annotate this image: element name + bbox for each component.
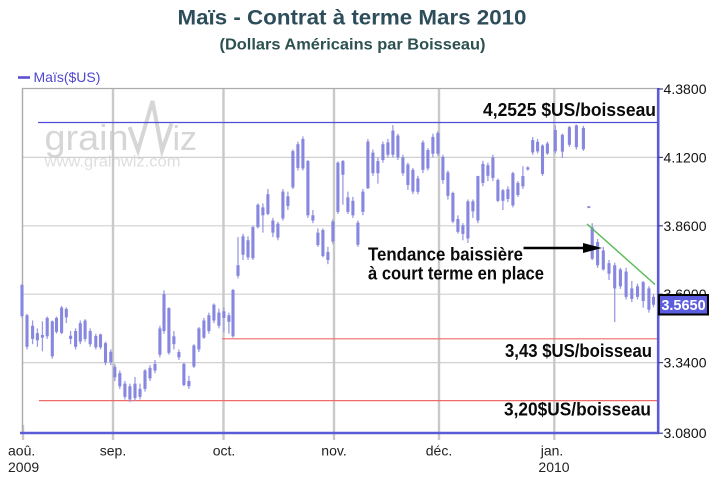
svg-text:2010: 2010	[538, 459, 569, 475]
svg-text:3.8600: 3.8600	[664, 218, 707, 234]
svg-text:(Dollars Américains par Boisse: (Dollars Américains par Boisseau)	[220, 37, 486, 54]
svg-text:Maïs($US): Maïs($US)	[34, 69, 101, 85]
svg-text:oct.: oct.	[213, 443, 236, 459]
svg-text:jan.: jan.	[540, 443, 564, 459]
svg-text:nov.: nov.	[321, 443, 346, 459]
svg-text:3,43 $US/boisseau: 3,43 $US/boisseau	[505, 340, 652, 361]
svg-text:4.1200: 4.1200	[664, 149, 707, 165]
svg-text:iz: iz	[173, 120, 198, 158]
svg-text:3.3400: 3.3400	[664, 355, 707, 371]
svg-text:3,20$US/boisseau: 3,20$US/boisseau	[504, 399, 651, 420]
svg-text:Tendance baissière: Tendance baissière	[368, 244, 523, 265]
svg-text:3.0800: 3.0800	[664, 425, 707, 441]
svg-text:grain: grain	[45, 117, 129, 158]
svg-text:sep.: sep.	[100, 443, 126, 459]
svg-text:à court terme en place: à court terme en place	[368, 263, 544, 284]
svg-text:Maïs - Contrat à terme Mars 20: Maïs - Contrat à terme Mars 2010	[178, 6, 527, 30]
svg-text:4.3800: 4.3800	[664, 81, 707, 97]
svg-text:3.5650: 3.5650	[661, 298, 705, 314]
svg-text:aoû.: aoû.	[8, 443, 35, 459]
svg-text:déc.: déc.	[426, 443, 452, 459]
svg-text:4,2525 $US/boisseau: 4,2525 $US/boisseau	[483, 99, 656, 120]
svg-text:2009: 2009	[8, 459, 39, 475]
